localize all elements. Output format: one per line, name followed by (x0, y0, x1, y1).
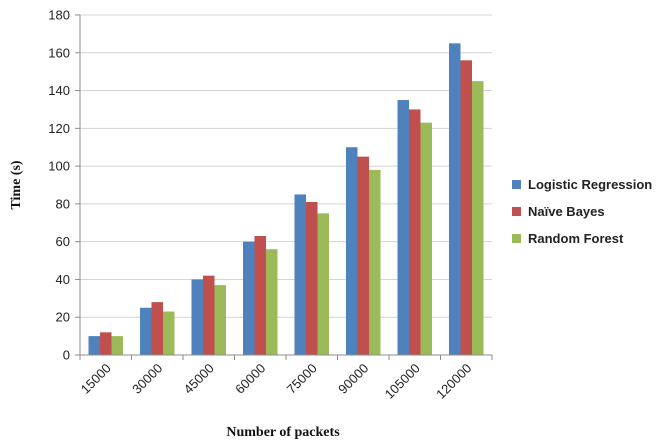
legend-label: Naïve Bayes (528, 204, 605, 219)
bar (254, 236, 266, 355)
legend-swatch (512, 234, 521, 243)
bar (317, 213, 329, 355)
bar (409, 109, 421, 355)
x-axis-title: Number of packets (226, 425, 340, 440)
x-tick-label: 45000 (181, 361, 217, 397)
bars (88, 43, 484, 356)
y-tick-label: 120 (48, 121, 70, 136)
y-tick-label: 100 (48, 159, 70, 174)
bar (203, 275, 215, 355)
y-tick-label: 160 (48, 45, 70, 60)
x-tick-label: 75000 (284, 361, 320, 397)
y-tick-label: 180 (48, 8, 70, 23)
axes (75, 14, 493, 360)
legend-label: Logistic Regression (528, 177, 652, 192)
bar (294, 194, 306, 355)
y-tick-label: 140 (48, 83, 70, 98)
bar (397, 100, 409, 355)
y-tick-labels: 0 20 40 60 80 100 120 140 160 180 (48, 8, 70, 363)
y-axis-title: Time (s) (9, 160, 24, 209)
bar (306, 202, 318, 355)
y-tick-label: 60 (56, 234, 70, 249)
x-tick-label: 120000 (433, 361, 474, 402)
bar (111, 336, 123, 355)
grid-lines (80, 14, 492, 318)
y-tick-label: 0 (63, 348, 70, 363)
y-tick-label: 80 (56, 196, 70, 211)
x-tick-label: 105000 (382, 361, 423, 402)
bar (191, 279, 203, 355)
bar (140, 307, 152, 355)
bar (100, 332, 112, 355)
bar (88, 336, 100, 355)
bar (357, 156, 369, 355)
x-tick-label: 15000 (78, 361, 114, 397)
bar (214, 285, 226, 355)
bar (163, 311, 175, 355)
bar (449, 43, 461, 355)
bar (243, 241, 255, 355)
x-tick-label: 30000 (129, 361, 165, 397)
legend-swatch (512, 207, 521, 216)
x-tick-label: 60000 (232, 361, 268, 397)
bar (472, 81, 484, 355)
legend-label: Random Forest (528, 231, 624, 246)
x-tick-label: 90000 (335, 361, 371, 397)
bar (346, 147, 358, 355)
bar (151, 302, 163, 355)
legend: Logistic Regression Naïve Bayes Random For… (512, 177, 652, 246)
bar (460, 60, 472, 355)
y-tick-label: 40 (56, 272, 70, 287)
bar (369, 169, 381, 355)
bar (420, 122, 432, 356)
legend-swatch (512, 180, 521, 189)
x-tick-labels: 15000 30000 45000 60000 75000 90000 105000 1200… (78, 361, 475, 402)
y-tick-label: 20 (56, 310, 70, 325)
bar (266, 249, 278, 355)
